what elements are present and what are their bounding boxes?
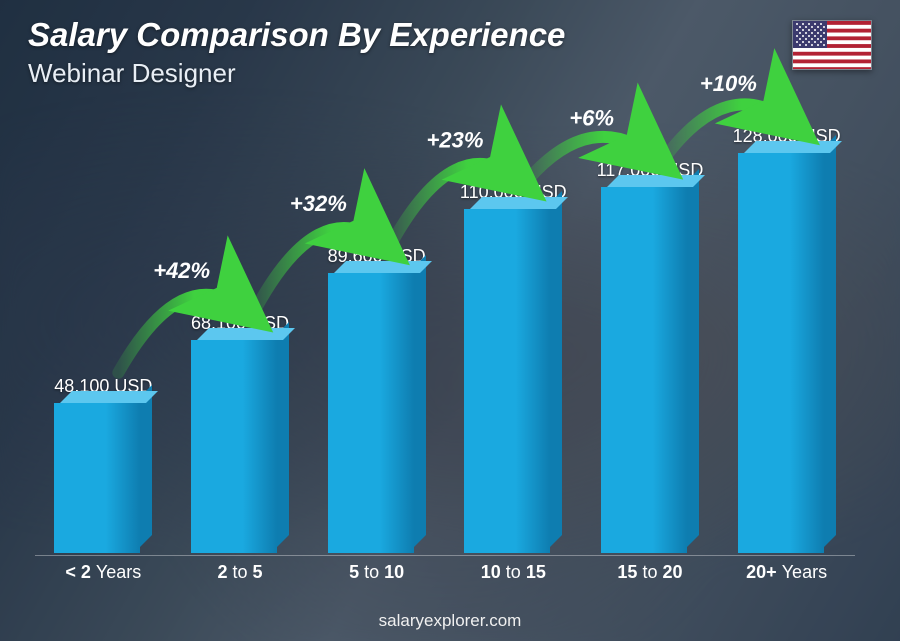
bar-front xyxy=(601,187,687,553)
bar-slot: 68,100 USD xyxy=(180,313,300,553)
bars-area: 48,100 USD68,100 USD89,600 USD110,000 US… xyxy=(35,101,855,553)
bar-slot: 48,100 USD xyxy=(43,376,163,553)
bar xyxy=(738,153,836,553)
bar xyxy=(328,273,426,553)
bar-side xyxy=(687,169,699,547)
pct-label: +10% xyxy=(700,71,757,96)
bar-slot: 117,000 USD xyxy=(590,160,710,553)
bar-top xyxy=(744,141,842,153)
bar-side xyxy=(140,385,152,547)
xaxis-label: 5 to 10 xyxy=(317,556,437,581)
bar-side xyxy=(824,135,836,547)
bar-slot: 110,000 USD xyxy=(453,182,573,553)
bar-front xyxy=(191,340,277,553)
bar xyxy=(601,187,699,553)
bar-side xyxy=(550,191,562,547)
xaxis-label: 2 to 5 xyxy=(180,556,300,581)
xaxis: < 2 Years 2 to 5 5 to 10 10 to 15 15 to 20 20… xyxy=(35,555,855,581)
chart-title: Salary Comparison By Experience xyxy=(28,16,565,54)
bar xyxy=(54,403,152,553)
bar-slot: 89,600 USD xyxy=(317,246,437,553)
bar-top xyxy=(607,175,705,187)
bar-front xyxy=(738,153,824,553)
bar-side xyxy=(277,322,289,547)
bar-top xyxy=(60,391,158,403)
xaxis-label: 15 to 20 xyxy=(590,556,710,581)
bar-top xyxy=(470,197,568,209)
country-flag-icon xyxy=(792,20,872,70)
footer-attribution: salaryexplorer.com xyxy=(0,611,900,631)
bar xyxy=(464,209,562,553)
bar-top xyxy=(334,261,432,273)
bar-chart: 48,100 USD68,100 USD89,600 USD110,000 US… xyxy=(35,81,855,581)
bar xyxy=(191,340,289,553)
xaxis-label: 20+ Years xyxy=(727,556,847,581)
bar-front xyxy=(464,209,550,553)
infographic-container: Salary Comparison By Experience Webinar … xyxy=(0,0,900,641)
xaxis-label: < 2 Years xyxy=(43,556,163,581)
bar-top xyxy=(197,328,295,340)
bar-front xyxy=(328,273,414,553)
bar-front xyxy=(54,403,140,553)
xaxis-label: 10 to 15 xyxy=(453,556,573,581)
bar-slot: 128,000 USD xyxy=(727,126,847,553)
bar-side xyxy=(414,255,426,547)
